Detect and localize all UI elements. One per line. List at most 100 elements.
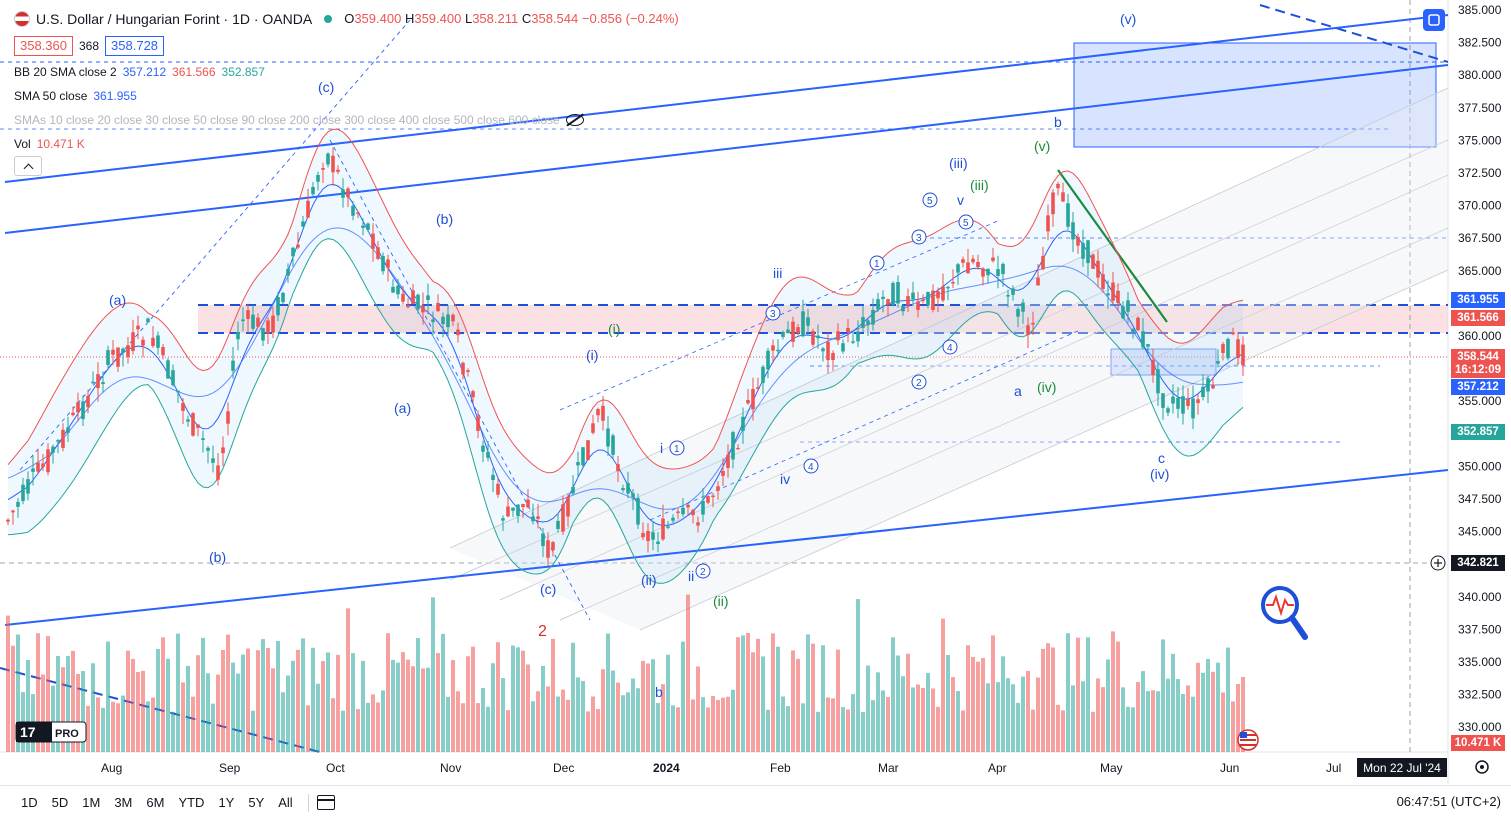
wave-label[interactable]: 2	[538, 623, 547, 640]
candle-body[interactable]	[756, 387, 760, 389]
candle-body[interactable]	[556, 520, 560, 529]
candle-body[interactable]	[1016, 309, 1020, 317]
candle-body[interactable]	[1061, 192, 1065, 202]
candle-body[interactable]	[621, 488, 625, 491]
candle-body[interactable]	[191, 413, 195, 436]
candle-body[interactable]	[331, 155, 335, 173]
candle-body[interactable]	[876, 299, 880, 310]
candle-body[interactable]	[26, 479, 30, 494]
candle-body[interactable]	[231, 360, 235, 371]
candle-body[interactable]	[176, 390, 180, 393]
wave-label[interactable]: (b)	[436, 211, 453, 227]
candle-body[interactable]	[386, 259, 390, 268]
indicator-smas[interactable]: SMAs 10 close 20 close 30 close 50 close…	[14, 108, 679, 132]
timeframe-5y[interactable]: 5Y	[248, 795, 265, 810]
candle-body[interactable]	[1151, 360, 1155, 375]
candle-body[interactable]	[576, 462, 580, 466]
calendar-range-icon[interactable]	[316, 795, 335, 810]
candle-body[interactable]	[501, 518, 505, 521]
candle-body[interactable]	[181, 402, 185, 411]
candle-body[interactable]	[1161, 393, 1165, 408]
candle-body[interactable]	[81, 401, 85, 420]
wave-label[interactable]: ii	[688, 568, 694, 584]
candle-body[interactable]	[111, 349, 115, 355]
candle-body[interactable]	[511, 507, 515, 511]
candle-body[interactable]	[251, 314, 255, 329]
candle-body[interactable]	[671, 517, 675, 521]
candle-body[interactable]	[496, 483, 500, 495]
candle-body[interactable]	[766, 350, 770, 370]
candle-body[interactable]	[236, 331, 240, 340]
candle-body[interactable]	[266, 320, 270, 334]
fullscreen-icon[interactable]	[1423, 9, 1445, 31]
candle-body[interactable]	[366, 223, 370, 230]
wave-label[interactable]: i	[660, 440, 663, 456]
candle-body[interactable]	[446, 314, 450, 328]
candle-body[interactable]	[71, 412, 75, 416]
candle-body[interactable]	[136, 325, 140, 330]
candle-body[interactable]	[906, 296, 910, 306]
candle-body[interactable]	[316, 174, 320, 182]
wave-label[interactable]: (a)	[109, 292, 126, 308]
candle-body[interactable]	[616, 464, 620, 472]
candle-body[interactable]	[351, 205, 355, 216]
candle-body[interactable]	[66, 427, 70, 433]
candle-body[interactable]	[721, 470, 725, 476]
candle-body[interactable]	[311, 187, 315, 195]
wave-label[interactable]: (iii)	[970, 177, 989, 193]
dashed-channel-bottom[interactable]	[649, 329, 1081, 521]
candle-body[interactable]	[956, 264, 960, 273]
candle-body[interactable]	[1106, 293, 1110, 296]
candle-body[interactable]	[981, 268, 985, 277]
candle-body[interactable]	[406, 305, 410, 308]
collapse-legend-button[interactable]	[14, 156, 42, 176]
wave-label[interactable]: v	[957, 192, 964, 208]
candle-body[interactable]	[121, 348, 125, 353]
candle-body[interactable]	[841, 343, 845, 352]
candle-body[interactable]	[856, 331, 860, 342]
candle-body[interactable]	[1116, 290, 1120, 303]
candle-body[interactable]	[931, 290, 935, 310]
candle-body[interactable]	[701, 500, 705, 515]
candle-body[interactable]	[656, 541, 660, 545]
candle-body[interactable]	[1111, 282, 1115, 301]
trend-channel-lower[interactable]	[4, 469, 1449, 626]
timeframe-ytd[interactable]: YTD	[178, 795, 205, 810]
candle-body[interactable]	[986, 268, 990, 276]
candle-body[interactable]	[16, 501, 20, 507]
candle-body[interactable]	[891, 282, 895, 306]
wave-label[interactable]: (a)	[394, 400, 411, 416]
candle-body[interactable]	[356, 212, 360, 214]
candle-body[interactable]	[321, 168, 325, 170]
candle-body[interactable]	[216, 465, 220, 480]
time-axis[interactable]: Aug Sep Oct Nov Dec 2024 Feb Mar Apr May Jun Jul	[101, 761, 1341, 775]
wave-label[interactable]: iv	[780, 471, 790, 487]
plus-circle-icon[interactable]	[1430, 555, 1446, 571]
wave-label[interactable]: a	[1014, 383, 1022, 399]
candle-body[interactable]	[966, 262, 970, 274]
pulse-magnifier-icon[interactable]	[1261, 586, 1308, 640]
candle-body[interactable]	[1206, 378, 1210, 392]
candle-body[interactable]	[1136, 317, 1140, 331]
candle-body[interactable]	[831, 352, 835, 361]
candle-body[interactable]	[531, 516, 535, 522]
candle-body[interactable]	[56, 440, 60, 442]
candle-body[interactable]	[196, 424, 200, 428]
candle-body[interactable]	[171, 370, 175, 386]
resistance-zone[interactable]	[198, 305, 1448, 333]
candle-body[interactable]	[346, 188, 350, 198]
candle-body[interactable]	[606, 428, 610, 447]
candle-body[interactable]	[411, 290, 415, 304]
candle-body[interactable]	[551, 542, 555, 551]
trend-channel-upper[interactable]	[4, 14, 1449, 183]
candle-body[interactable]	[461, 362, 465, 375]
candle-body[interactable]	[961, 259, 965, 263]
wave-label[interactable]: (c)	[318, 79, 334, 95]
candle-body[interactable]	[1101, 274, 1105, 289]
candle-body[interactable]	[716, 486, 720, 491]
candle-body[interactable]	[486, 451, 490, 458]
candle-body[interactable]	[276, 296, 280, 316]
candle-body[interactable]	[921, 299, 925, 302]
candle-body[interactable]	[1146, 344, 1150, 347]
timeframe-1m[interactable]: 1M	[82, 795, 101, 810]
